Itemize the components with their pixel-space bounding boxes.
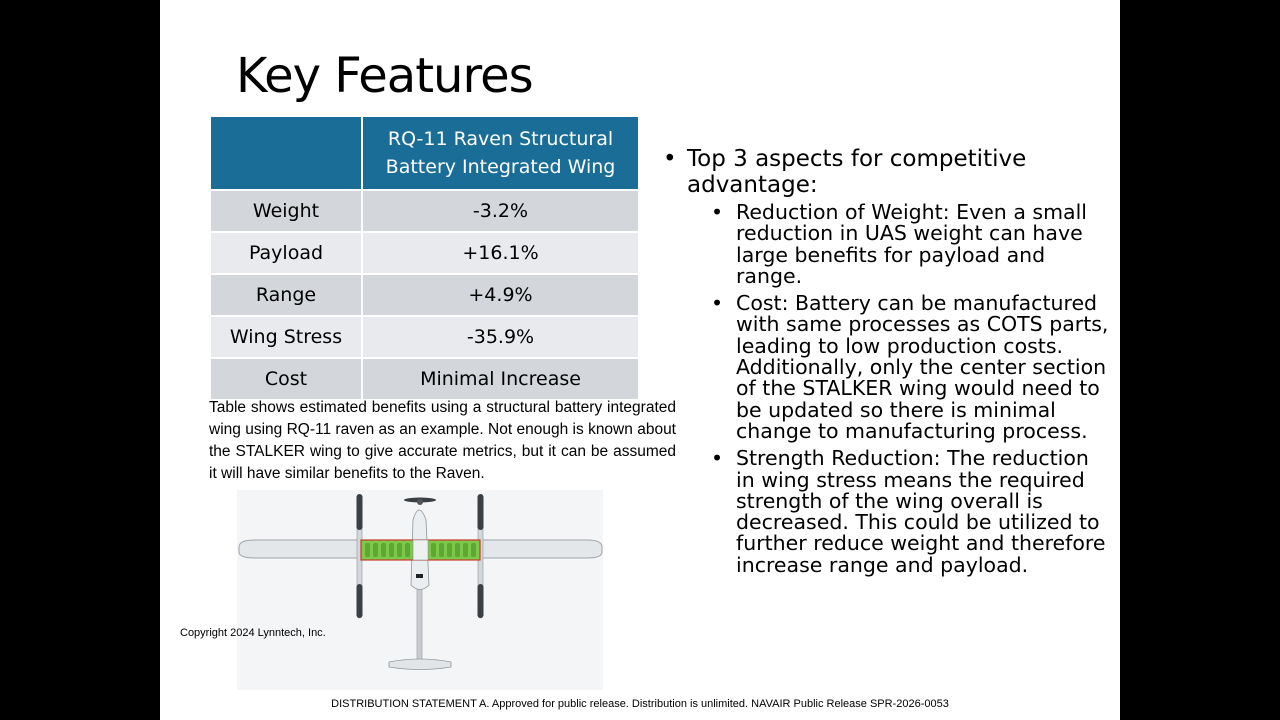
image-copyright: Copyright 2024 Lynntech, Inc.: [180, 627, 326, 639]
table-row: Weight -3.2%: [209, 189, 640, 233]
table-cell-value: +16.1%: [361, 231, 640, 275]
drone-illustration: [238, 494, 603, 670]
table-cell-value: +4.9%: [361, 273, 640, 317]
sub-bullet-cost: Cost: Battery can be manufactured with s…: [660, 293, 1112, 442]
table-row: Cost Minimal Increase: [209, 357, 640, 401]
table-caption: Table shows estimated benefits using a s…: [209, 399, 676, 482]
table-cell-value: Minimal Increase: [361, 357, 640, 401]
bullet-list: Top 3 aspects for competitive advantage:…: [660, 146, 1112, 582]
sub-bullet-list: Reduction of Weight: Even a small reduct…: [660, 201, 1112, 576]
table-cell-metric: Wing Stress: [209, 315, 363, 359]
main-bullet: Top 3 aspects for competitive advantage:: [660, 146, 1112, 198]
slide-title: Key Features: [236, 48, 534, 104]
table-cell-value: -3.2%: [361, 189, 640, 233]
table-cell-value: -35.9%: [361, 315, 640, 359]
table-header-corner: [209, 115, 363, 191]
slide: Key Features RQ-11 Raven Structural Batt…: [160, 0, 1120, 720]
table-cell-metric: Payload: [209, 231, 363, 275]
table-header-row: RQ-11 Raven Structural Battery Integrate…: [209, 115, 640, 191]
table-row: Wing Stress -35.9%: [209, 315, 640, 359]
features-table: RQ-11 Raven Structural Battery Integrate…: [209, 115, 640, 401]
table-cell-metric: Range: [209, 273, 363, 317]
table-header-title: RQ-11 Raven Structural Battery Integrate…: [361, 115, 640, 191]
table-row: Payload +16.1%: [209, 231, 640, 275]
table-row: Range +4.9%: [209, 273, 640, 317]
distribution-statement: DISTRIBUTION STATEMENT A. Approved for p…: [331, 698, 949, 710]
sub-bullet-weight: Reduction of Weight: Even a small reduct…: [660, 201, 1112, 287]
table-cell-metric: Cost: [209, 357, 363, 401]
sub-bullet-strength: Strength Reduction: The reduction in win…: [660, 448, 1112, 576]
table-cell-metric: Weight: [209, 189, 363, 233]
drone-image: [237, 490, 603, 690]
